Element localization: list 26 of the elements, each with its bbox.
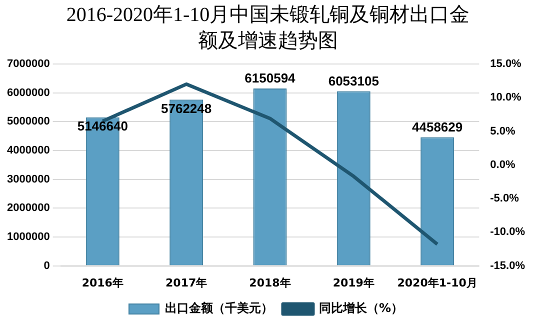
- y2-tick-label: 0.0%: [490, 158, 516, 171]
- y2-tick-label: 10.0%: [490, 92, 522, 104]
- y-tick-label: 6000000: [6, 86, 50, 99]
- y-tick-label: 3000000: [6, 173, 50, 186]
- y2-tick-label: -15.0%: [490, 260, 526, 272]
- y-tick-label: 5000000: [6, 116, 50, 128]
- legend-label: 同比增长（%）: [318, 301, 404, 316]
- y-tick-label: 4000000: [6, 144, 50, 157]
- x-tick-label: 2017年: [166, 276, 208, 290]
- x-tick-label: 2019年: [332, 276, 374, 290]
- x-tick-label: 2016年: [82, 276, 124, 290]
- y-tick-label: 7000000: [6, 58, 50, 70]
- y2-tick-label: 15.0%: [490, 58, 522, 70]
- y2-tick-label: 5.0%: [490, 125, 516, 138]
- legend-label: 出口金额（千美元）: [164, 301, 273, 316]
- x-tick-label: 2020年1-10月: [397, 276, 478, 290]
- x-tick-label: 2018年: [249, 276, 291, 290]
- chart-title: 2016-2020年1-10月中国未锻轧铜及铜材出口金额及增速趋势图: [65, 3, 471, 54]
- y2-tick-label: -10.0%: [490, 226, 526, 238]
- y-tick-label: 2000000: [6, 202, 50, 214]
- data-label: 6150594: [244, 70, 296, 86]
- data-label: 4458629: [412, 119, 463, 134]
- data-label: 6053105: [328, 73, 379, 88]
- y-tick-label: 1000000: [6, 231, 50, 244]
- y-tick-label: 0: [44, 260, 50, 272]
- y2-tick-label: -5.0%: [490, 192, 520, 205]
